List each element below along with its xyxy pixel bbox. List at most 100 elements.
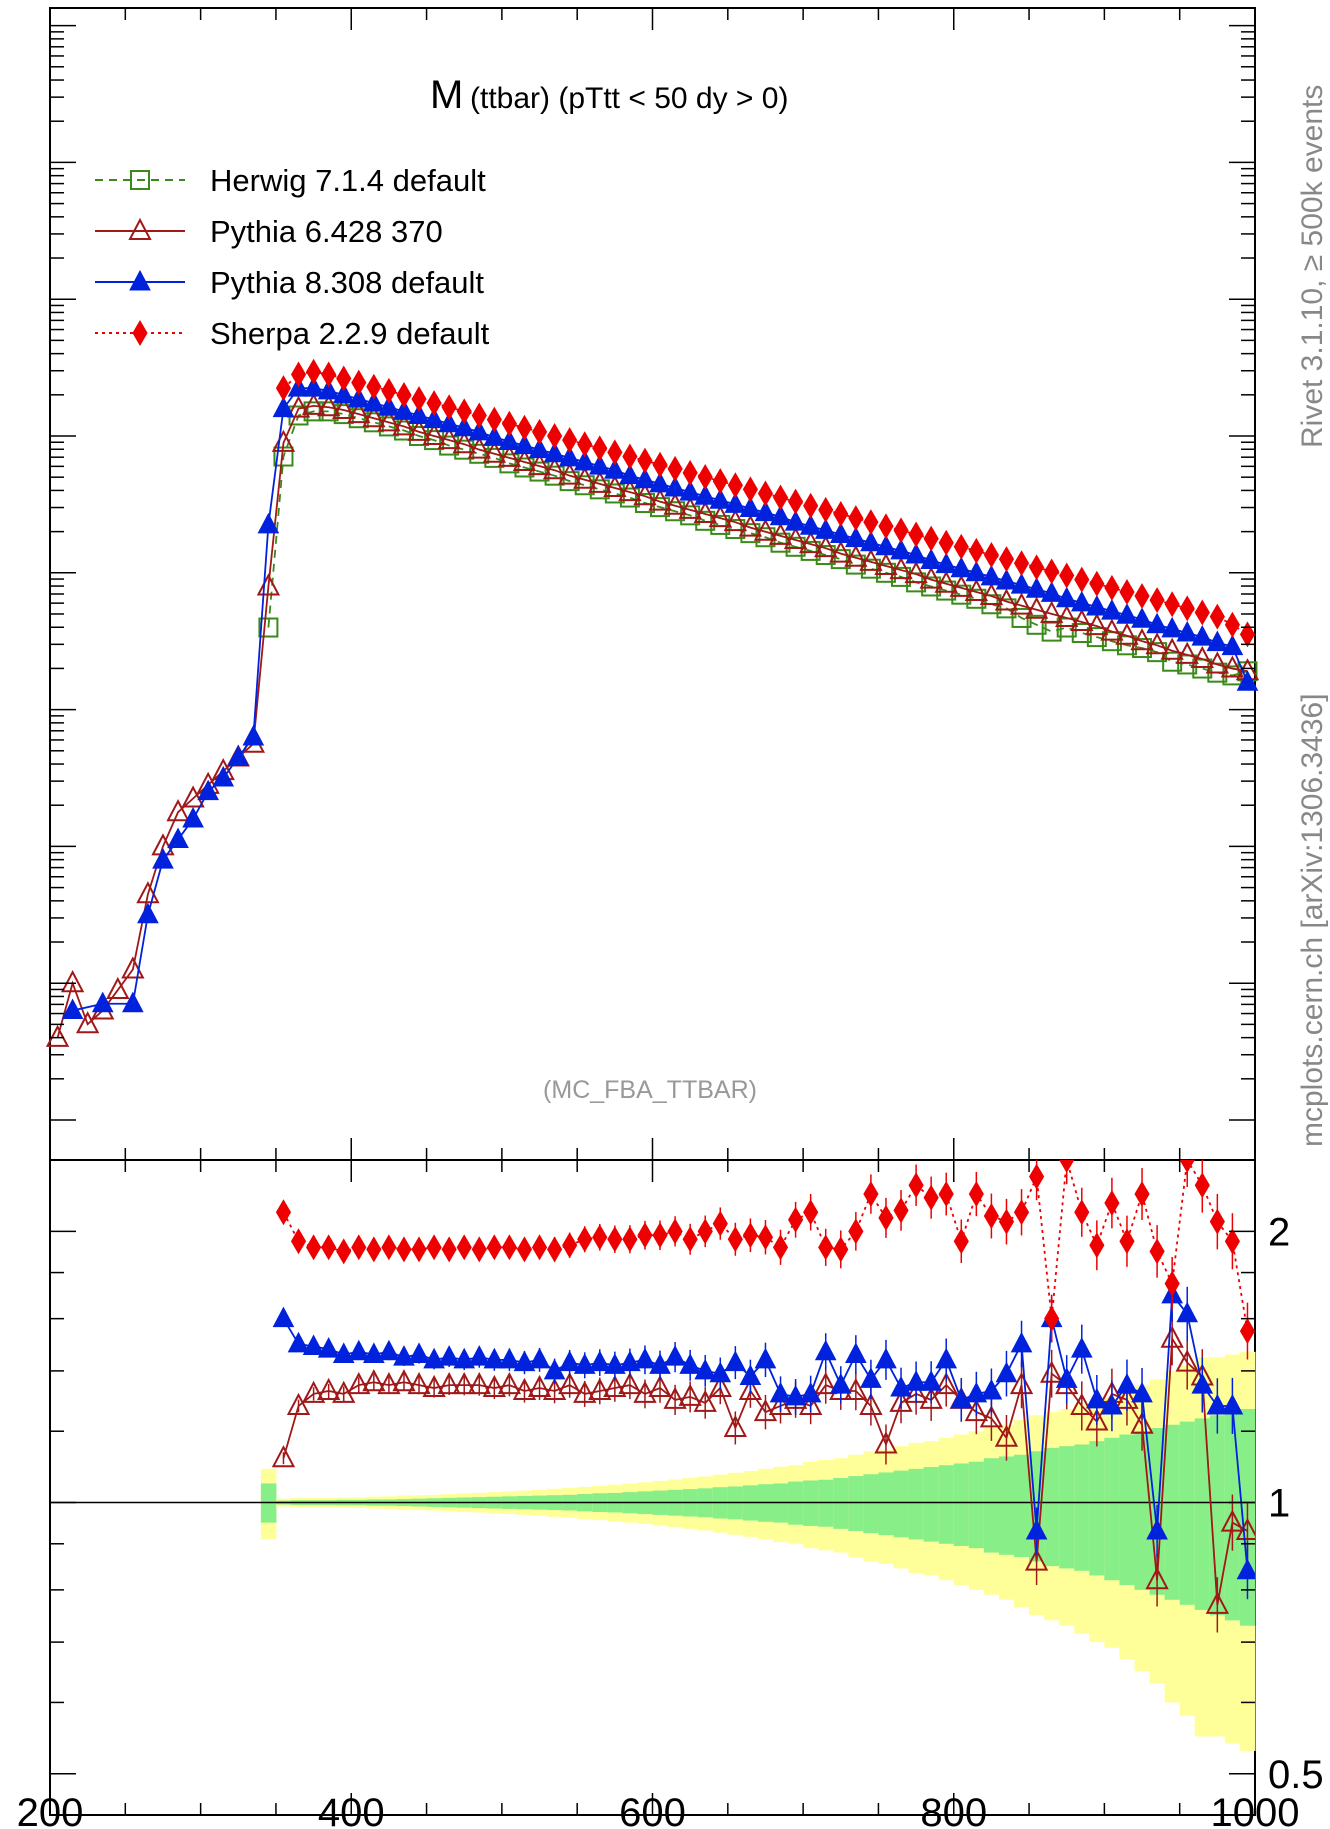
ratio-point [513,1350,536,1372]
data-point [1236,670,1259,691]
ratio-point [998,1208,1015,1235]
ratio-point [935,1347,958,1369]
data-point [994,588,1019,611]
ratio-point [453,1347,476,1369]
band-green-bin [1104,1437,1120,1581]
data-point [290,361,307,388]
ratio-point [1024,1548,1049,1571]
data-point [573,466,597,489]
ratio-point [652,1222,668,1249]
ratio-point [637,1222,653,1249]
data-point [818,496,834,523]
ratio-point [1025,1518,1048,1540]
ratio-point [1131,1381,1153,1403]
legend: Herwig 7.1.4 default Pythia 6.428 370 Pyth… [95,163,490,351]
ratio-point [1074,1199,1090,1226]
data-point [1086,627,1107,648]
ratio-point [803,1199,819,1226]
data-point [452,431,476,454]
band-green-bin [1134,1431,1151,1590]
ratio-point [833,1236,849,1263]
x-tick-label: 200 [17,1791,84,1829]
ratio-point [1013,1199,1030,1226]
ratio-point [467,1371,491,1395]
data-point [983,542,999,569]
data-point [663,492,687,515]
ratio-point [438,1345,460,1366]
band-green-bin [833,1477,849,1529]
data-point [332,396,356,420]
ratio-point [1010,1331,1033,1353]
data-point [1009,592,1034,615]
ratio-point [408,1342,430,1363]
ratio-point [784,1384,807,1406]
ratio-point [407,1371,431,1395]
data-point [441,394,457,421]
data-point [1104,574,1120,601]
data-point [577,431,593,458]
data-point [1205,651,1230,674]
x-tick-label: 1000 [1211,1791,1300,1829]
data-point [122,991,144,1013]
data-point [708,504,732,528]
ratio-point [1206,1393,1229,1415]
band-green-bin [953,1463,970,1546]
data-point [286,395,311,418]
data-point [438,411,460,433]
data-point [482,440,507,463]
legend-label: Herwig 7.1.4 default [210,163,486,198]
ratio-point [287,1331,310,1353]
data-point [351,369,367,396]
ratio-point [788,1206,804,1233]
data-point [543,441,566,463]
data-point [1119,578,1135,605]
data-point [953,533,969,560]
ratio-point [362,1369,386,1392]
data-point [258,617,279,638]
data-point [878,513,894,540]
data-point [890,538,912,560]
ratio-point [878,1204,894,1231]
data-point [768,522,793,545]
data-point [634,467,656,489]
data-point [306,358,322,385]
ratio-point [863,1181,879,1208]
data-point [1055,604,1079,627]
ratio-point [890,1375,912,1397]
data-point [1044,558,1060,585]
legend-label: Pythia 6.428 370 [210,214,443,249]
ratio-point [423,1347,445,1369]
data-point [667,455,683,482]
ratio-point [1145,1567,1169,1590]
data-point [649,471,671,493]
data-point [182,806,204,828]
data-point [893,517,909,544]
data-point [106,976,130,1000]
ratio-point [1089,1232,1105,1259]
data-point [321,361,337,388]
data-point [426,390,442,417]
band-green-bin [878,1472,894,1536]
ratio-point [742,1222,758,1249]
ratio-point [1236,1558,1255,1580]
data-point [863,509,879,536]
ratio-point [678,1383,702,1406]
data-point [1040,581,1063,602]
data-point [1194,599,1210,626]
data-point [573,449,596,471]
ratio-tick-label: 2 [1268,1210,1290,1254]
ratio-point [648,1374,672,1398]
ratio-point [452,1371,476,1395]
band-green-bin [1164,1424,1181,1600]
data-point [678,496,702,519]
data-point [844,544,868,567]
ratio-point [712,1210,728,1237]
band-green-bin [863,1474,879,1534]
ratio-point [983,1203,999,1229]
legend-item: Pythia 6.428 370 [95,214,443,249]
band-green-bin [908,1468,925,1540]
ratio-point [1039,1360,1064,1383]
ratio-point [351,1234,367,1261]
ratio-point [844,1377,868,1400]
